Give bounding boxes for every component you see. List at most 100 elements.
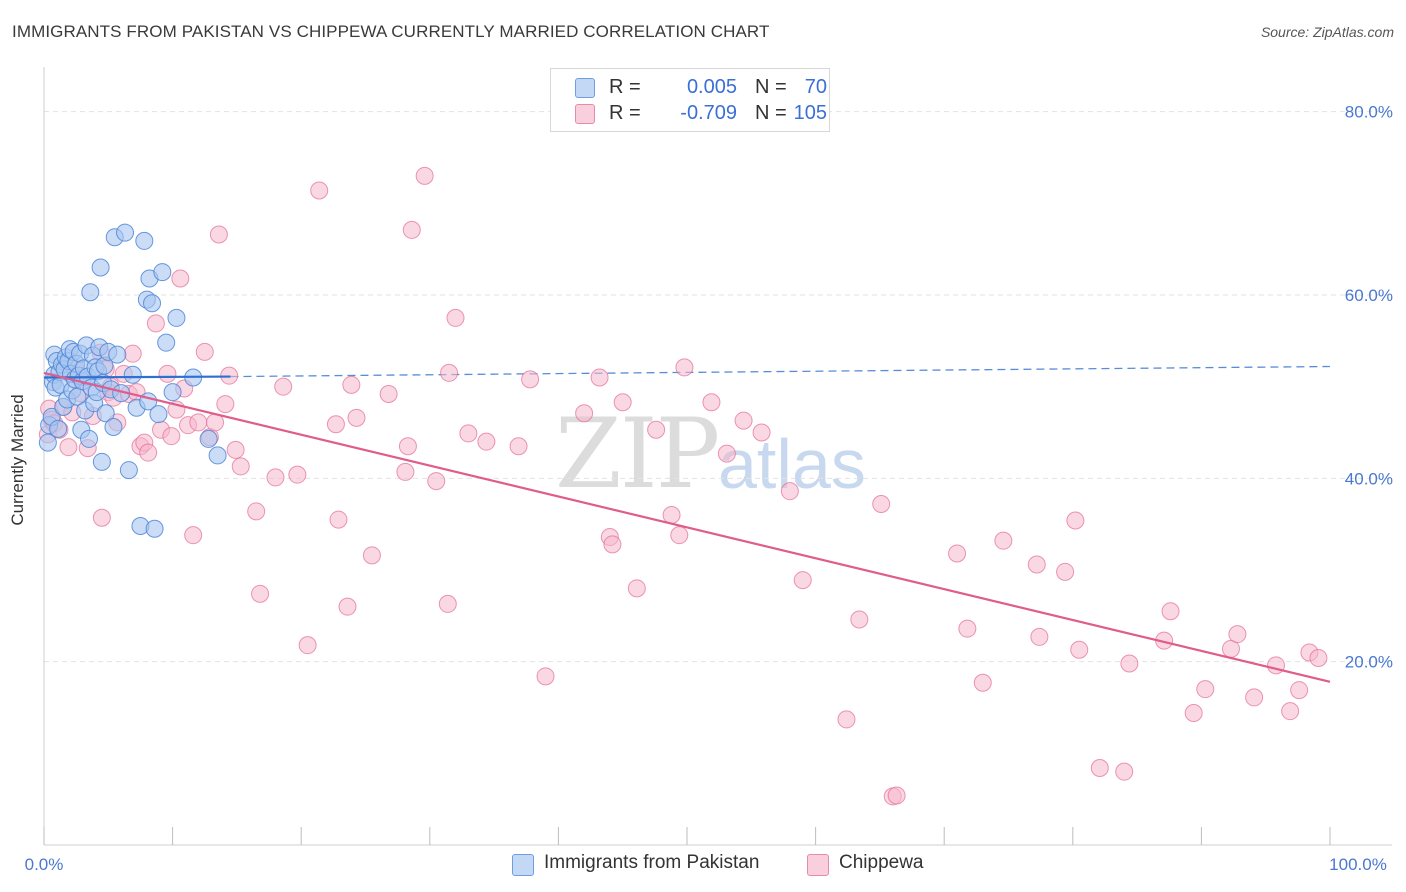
y-axis-label: Currently Married [8,394,27,526]
pakistan-trend-dashed [230,365,1331,378]
chippewa-point [752,423,771,442]
chippewa-point [146,314,165,333]
chippewa-point [274,377,293,396]
chippewa-point [887,786,906,805]
chippewa-point [1228,625,1247,644]
chippewa-point [247,502,266,521]
chippewa-point [266,468,285,487]
chippewa-point [123,344,142,363]
pakistan-trend-line [43,375,231,379]
chippewa-point [1309,649,1328,667]
chippewa-point [717,444,736,463]
chippewa-point [1070,640,1089,659]
pakistan-point [49,419,68,438]
pakistan-point [163,383,182,402]
chippewa-point [184,526,203,545]
pakistan-point [153,263,172,282]
chippewa-point [477,432,496,451]
legend-swatch-pink [575,104,595,124]
chippewa-point [675,358,694,377]
chippewa-point [398,437,417,456]
legend-n-label: N = [755,76,787,98]
legend-r-value: -0.709 [680,102,737,124]
chippewa-point [734,411,753,430]
chippewa-point [402,220,421,239]
pakistan-points [38,223,227,538]
chippewa-point [702,393,721,412]
pakistan-point [143,294,162,313]
pakistan-point [145,519,164,538]
chippewa-point [973,673,992,692]
chippewa-point [1090,759,1109,777]
legend-n-value: 105 [793,102,827,124]
chippewa-point [662,506,681,524]
y-tick-label: 80.0% [1345,103,1393,122]
chippewa-point [1161,602,1180,621]
chippewa-point [575,404,594,423]
pakistan-point [119,461,138,480]
chippewa-point [509,437,528,456]
chippewa-point [231,457,250,476]
trend-lines [43,371,1331,683]
chippewa-point [209,225,228,244]
y-tick-label: 20.0% [1345,653,1393,672]
chippewa-point [459,424,478,443]
x-tick-label: 100.0% [1329,855,1387,874]
chippewa-point [536,667,555,686]
chippewa-point [362,546,381,565]
chippewa-point [195,342,214,361]
chippewa-point [994,531,1013,550]
trend-dashed [230,365,1331,378]
chippewa-point [521,370,540,389]
chippewa-point [872,495,891,513]
chippewa-point [603,535,622,554]
chippewa-point [440,363,459,382]
legend-swatch-blue [575,78,595,98]
chippewa-point [427,472,446,491]
x-tick-label: 0.0% [25,855,64,874]
pakistan-point [199,429,218,448]
chippewa-point [1120,654,1139,673]
chippewa-point [647,420,666,439]
chippewa-point [251,584,270,603]
chippewa-point [948,544,967,563]
bottom-legend-label: Immigrants from Pakistan [544,852,760,873]
correlation-legend: R = 0.005 N = 70 R = -0.709 N = 105 [550,68,830,132]
chippewa-point [326,415,345,434]
chippewa-point [396,462,415,481]
pakistan-point [116,223,135,242]
chippewa-trend-line [43,371,1331,683]
pakistan-point [108,345,127,364]
chippewa-point [139,443,158,462]
y-tick-label: 40.0% [1345,469,1393,488]
chippewa-point [780,482,799,501]
legend-r-label: R = [609,76,641,98]
chippewa-point [438,594,457,613]
pakistan-point [149,405,168,424]
chippewa-point [298,636,317,655]
chippewa-point [288,465,307,484]
bottom-legend-swatch-pink [807,854,829,876]
chippewa-point [158,364,177,383]
chippewa-point [347,408,366,427]
chippewa-point [1056,562,1075,581]
chippewa-point [189,413,208,432]
source-credit: Source: ZipAtlas.com [1260,24,1394,40]
chippewa-point [670,526,689,545]
chippewa-point [613,393,632,412]
chippewa-point [92,508,111,527]
chippewa-point [342,375,361,394]
chippewa-point [590,368,609,387]
pakistan-point [38,433,57,452]
chippewa-point [379,385,398,403]
chippewa-point [1245,688,1264,707]
pakistan-point [81,283,100,302]
chippewa-point [1184,704,1203,722]
chippewa-point [1281,702,1300,721]
chippewa-point [162,427,181,446]
bottom-legend-label: Chippewa [839,852,924,873]
chippewa-point [850,610,869,629]
chippewa-point [1115,762,1134,781]
chippewa-point [1027,555,1046,574]
pakistan-point [80,429,99,448]
